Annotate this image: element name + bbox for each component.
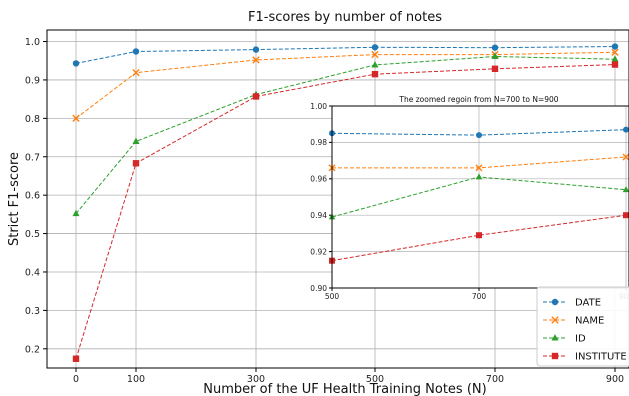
series-line [75, 56, 616, 214]
data-point [132, 137, 140, 144]
y-axis-label: Strict F1-score [7, 152, 22, 246]
data-point [611, 48, 619, 56]
inset-data-point [475, 173, 483, 180]
y-tick-label: 0.6 [25, 191, 40, 202]
legend-item-date: DATE [543, 298, 601, 309]
x-tick-label: 100 [127, 374, 145, 385]
inset-series-line [331, 214, 627, 262]
data-point [371, 70, 379, 78]
inset-title: The zoomed regoin from N=700 to N=900 [398, 95, 558, 104]
legend-marker [551, 352, 559, 360]
data-point [72, 60, 80, 67]
inset-y-tick-label: 0.94 [310, 211, 327, 220]
legend-item-institute: INSTITUTE [543, 352, 627, 363]
inset-data-point [622, 186, 629, 193]
data-point [72, 355, 80, 362]
inset-x-tick-label: 500 [325, 292, 340, 301]
main-plot-frame [46, 29, 629, 369]
y-tick-label: 1.0 [25, 37, 40, 48]
data-point [371, 50, 379, 59]
data-point [491, 44, 499, 51]
inset-y-tick-label: 0.98 [310, 138, 327, 147]
x-tick-label: 300 [247, 374, 265, 385]
inset-series-id [328, 173, 629, 220]
data-point [252, 46, 260, 53]
x-tick-label: 0 [73, 374, 79, 385]
inset-y-tick-label: 0.92 [310, 247, 327, 256]
y-tick-label: 0.4 [25, 267, 40, 278]
legend-box [536, 286, 629, 367]
data-point [132, 48, 140, 55]
data-point [252, 56, 260, 64]
legend-item-name: NAME [543, 316, 604, 327]
chart-title: F1-scores by number of notes [248, 10, 442, 25]
y-tick-label: 0.8 [25, 114, 40, 125]
data-point [611, 55, 619, 62]
legend-label: INSTITUTE [575, 352, 627, 363]
series-line [75, 64, 616, 359]
inset-y-tick-label: 1.00 [310, 102, 327, 111]
inset-data-point [475, 164, 483, 172]
series-institute [72, 61, 619, 362]
x-tick-label: 900 [606, 374, 624, 385]
y-tick-label: 0.3 [25, 306, 40, 317]
inset-x-tick-label: 700 [472, 292, 487, 301]
legend-label: ID [575, 334, 586, 345]
y-tick-label: 0.9 [25, 75, 40, 86]
series-line [75, 46, 616, 64]
y-tick-label: 0.7 [25, 152, 40, 163]
inset-frame [331, 105, 629, 289]
y-tick-label: 0.5 [25, 229, 40, 240]
legend-marker [551, 298, 559, 306]
x-axis-label: Number of the UF Health Training Notes (… [203, 382, 486, 396]
legend-item-id: ID [543, 334, 586, 345]
legend-marker [551, 316, 559, 324]
series-date [72, 43, 619, 67]
inset-y-tick-label: 0.96 [310, 175, 327, 184]
data-point [371, 44, 379, 51]
data-point [72, 209, 80, 217]
data-point [72, 114, 80, 123]
inset-data-point [476, 232, 482, 239]
inset-data-point [623, 126, 629, 133]
data-point [491, 52, 499, 60]
legend: DATE NAME ID INSTITUTE [536, 286, 629, 367]
x-tick-label: 500 [366, 374, 384, 385]
data-point [252, 93, 260, 100]
x-tick-label: 700 [486, 374, 504, 385]
data-point [132, 68, 140, 77]
data-point [611, 43, 619, 50]
inset-data-point [476, 132, 482, 139]
data-point [371, 61, 379, 68]
series-line [75, 51, 616, 119]
data-point [491, 65, 499, 72]
data-point [611, 61, 619, 68]
inset-data-point [623, 212, 629, 219]
y-tick-label: 0.2 [25, 344, 40, 355]
legend-label: DATE [575, 298, 601, 309]
legend-marker [551, 334, 559, 341]
inset-y-tick-label: 0.90 [310, 284, 327, 293]
data-point [132, 160, 140, 167]
legend-label: NAME [575, 316, 604, 327]
inset-data-point [622, 153, 629, 161]
